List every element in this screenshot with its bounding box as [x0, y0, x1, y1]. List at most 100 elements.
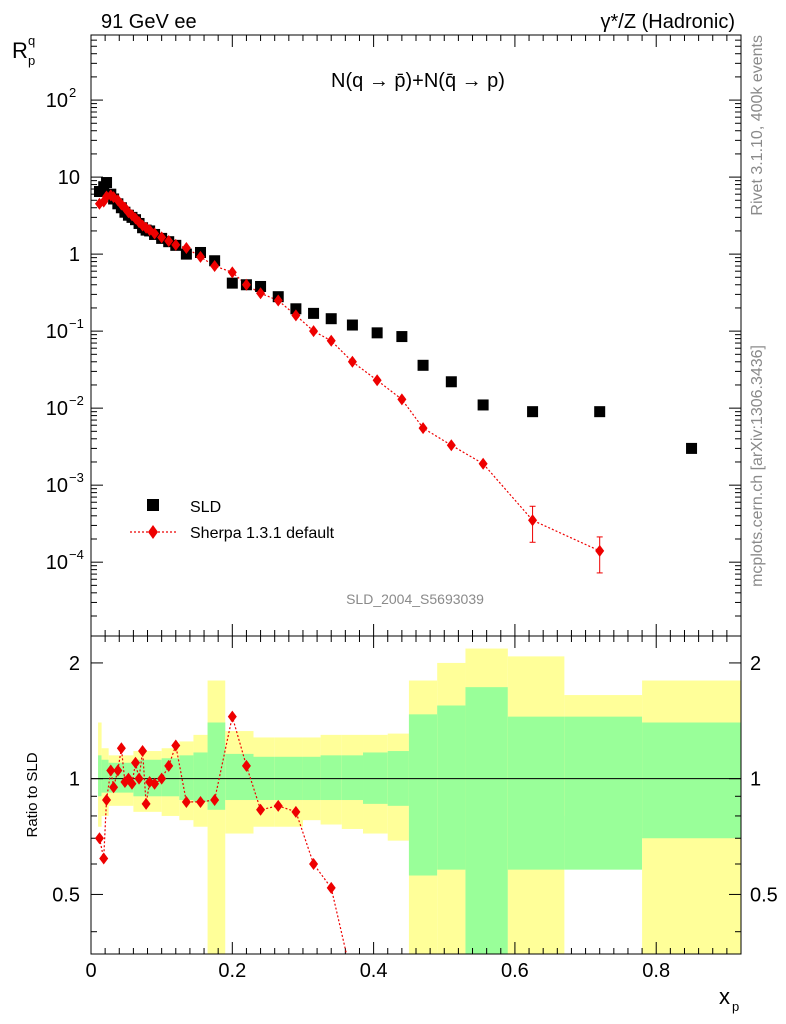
ratio-sherpa-point	[109, 781, 119, 794]
y-tick-label-3: 10	[46, 321, 68, 343]
sld-point	[417, 359, 429, 371]
sherpa-point	[157, 231, 167, 244]
ratio-y-tick-label-left-1: 1	[69, 769, 80, 791]
ratio-sherpa-point	[102, 794, 112, 807]
header-left: 91 GeV ee	[101, 11, 197, 33]
y-tick-exponent-4: −2	[69, 393, 84, 408]
legend-sherpa-marker	[148, 525, 158, 539]
y-label-subscript: p	[28, 53, 35, 68]
ratio-sherpa-point	[99, 852, 109, 865]
ratio-band-inner-5	[179, 755, 194, 801]
ratio-sherpa-point	[196, 795, 206, 808]
ratio-band-inner-17	[437, 705, 466, 870]
x-label-main: x	[719, 984, 730, 1009]
y-tick-label-4: 10	[46, 398, 68, 420]
ratio-sherpa-point	[157, 772, 167, 785]
sherpa-point	[241, 278, 251, 291]
ratio-y-tick-label-right-0: 0.5	[750, 884, 778, 906]
ratio-band-inner-14	[363, 752, 388, 804]
y-tick-label-6: 10	[46, 552, 68, 574]
x-tick-label-1: 0.2	[218, 960, 246, 982]
y-tick-exponent-6: −4	[69, 547, 84, 562]
ratio-y-tick-label-left-2: 2	[69, 653, 80, 675]
ratio-sherpa-point	[127, 777, 137, 790]
ratio-band-inner-8	[225, 753, 254, 801]
sld-point	[308, 307, 320, 319]
y-label-main: R	[12, 38, 28, 63]
sherpa-point	[478, 457, 488, 470]
sherpa-point	[196, 250, 206, 263]
sld-point	[477, 399, 489, 411]
sld-point	[101, 177, 113, 189]
ratio-sherpa-point	[138, 745, 148, 758]
legend-sherpa-label: Sherpa 1.3.1 default	[190, 525, 335, 542]
y-tick-exponent-5: −3	[69, 470, 84, 485]
sherpa-point	[273, 294, 283, 307]
y-tick-label-5: 10	[46, 475, 68, 497]
rivet-version-label: Rivet 3.1.10, 400k events	[749, 35, 766, 216]
ratio-band-inner-7	[207, 722, 226, 810]
ratio-axes: 0 0.2 0.4 0.6 0.8 0.5 0.5 1 1 2 2	[52, 636, 778, 982]
ratio-sherpa-point	[113, 764, 123, 777]
sherpa-point	[150, 227, 160, 240]
main-curves	[93, 177, 698, 574]
ratio-sherpa-point	[164, 759, 174, 772]
ratio-band-inner-1	[101, 759, 109, 793]
sherpa-point	[446, 439, 456, 452]
ratio-y-label: Ratio to SLD	[24, 752, 41, 837]
x-axis-label: x p	[719, 984, 739, 1014]
x-label-subscript: p	[732, 999, 739, 1014]
ratio-y-tick-label-right-2: 2	[750, 653, 761, 675]
sherpa-point	[256, 287, 266, 300]
main-y-axis-label: R q p	[12, 33, 35, 68]
ratio-sherpa-point	[291, 805, 301, 818]
legend-sld-label: SLD	[190, 499, 221, 516]
sherpa-point	[164, 235, 174, 248]
ratio-sherpa-point	[141, 797, 151, 810]
sherpa-point	[326, 334, 336, 347]
sherpa-point	[309, 325, 319, 338]
ratio-sherpa-point	[348, 974, 357, 986]
ratio-band-inner-6	[193, 752, 208, 802]
ratio-sherpa-point	[171, 739, 181, 752]
ratio-sherpa-point	[326, 881, 336, 894]
main-plot-frame	[90, 34, 742, 637]
ratio-sherpa-point	[241, 759, 251, 772]
ratio-sherpa-point	[131, 756, 141, 769]
sherpa-point	[210, 260, 220, 273]
ratio-sherpa-point	[150, 777, 160, 790]
ratio-sherpa-point	[256, 803, 266, 816]
x-tick-label-0: 0	[85, 960, 96, 982]
header-right: γ*/Z (Hadronic)	[601, 11, 735, 33]
sherpa-point	[372, 374, 382, 387]
ratio-uncertainty-bands	[98, 648, 741, 954]
ratio-band-inner-20	[564, 716, 643, 870]
legend: SLD Sherpa 1.3.1 default	[130, 499, 335, 542]
analysis-watermark: SLD_2004_S5693039	[346, 591, 484, 607]
sherpa-point	[171, 238, 181, 251]
chart-title: N(q → p̄)+N(q̄ → p)	[331, 70, 505, 92]
y-tick-exponent-0: 2	[69, 85, 76, 100]
x-tick-label-2: 0.4	[360, 960, 388, 982]
legend-sld-marker	[147, 499, 159, 511]
sherpa-point	[227, 266, 237, 279]
ratio-sherpa-point	[210, 794, 220, 807]
sld-point	[325, 313, 337, 325]
ratio-sherpa-point	[106, 764, 116, 777]
sld-point	[396, 331, 408, 343]
sld-point	[594, 406, 606, 418]
ratio-sherpa-point	[227, 710, 237, 723]
ratio-band-inner-13	[341, 755, 364, 801]
sld-point	[226, 277, 238, 289]
sld-point	[290, 303, 302, 315]
ratio-sherpa-point	[94, 832, 104, 845]
y-tick-label-1: 10	[58, 167, 80, 189]
ratio-band-inner-18	[465, 687, 508, 954]
y-label-superscript: q	[28, 33, 35, 48]
sld-point	[686, 442, 698, 454]
mcplots-label: mcplots.cern.ch [arXiv:1306.3436]	[749, 345, 766, 587]
y-tick-label-0: 10	[46, 90, 68, 112]
ratio-band-inner-16	[408, 714, 438, 876]
